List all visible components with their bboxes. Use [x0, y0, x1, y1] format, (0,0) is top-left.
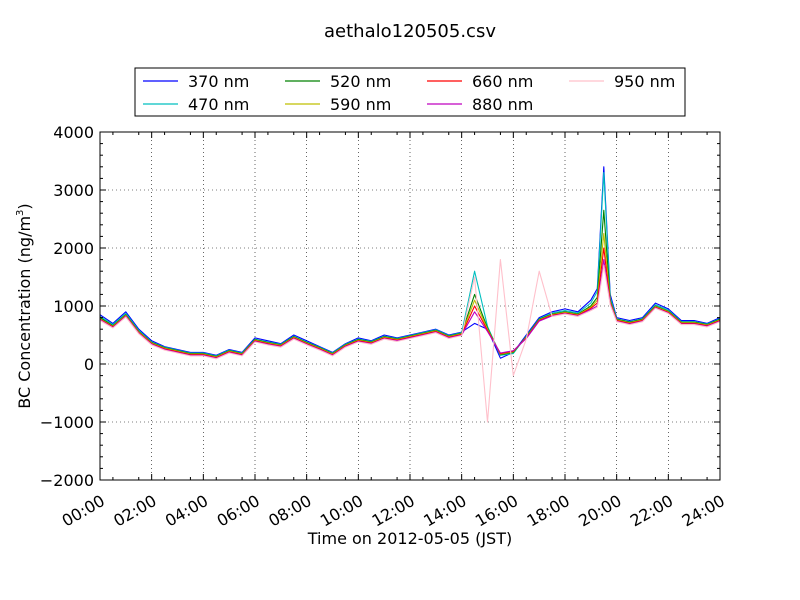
- legend-label: 520 nm: [330, 72, 391, 91]
- y-tick-label: 2000: [53, 239, 94, 258]
- legend-label: 470 nm: [188, 95, 249, 114]
- y-tick-label: 4000: [53, 123, 94, 142]
- y-axis-label: BC Concentration (ng/m3): [15, 203, 34, 408]
- legend-label: 880 nm: [472, 95, 533, 114]
- legend-label: 590 nm: [330, 95, 391, 114]
- y-tick-label: 1000: [53, 297, 94, 316]
- x-axis-label: Time on 2012-05-05 (JST): [307, 529, 512, 548]
- y-tick-label: −2000: [40, 471, 94, 490]
- y-axis-label-main: BC Concentration (ng/m: [15, 216, 34, 409]
- y-tick-label: 3000: [53, 181, 94, 200]
- legend-label: 950 nm: [614, 72, 675, 91]
- y-tick-label: −1000: [40, 413, 94, 432]
- y-axis-label-close: ): [15, 203, 34, 209]
- legend: 370 nm 470 nm 520 nm 590 nm 660 nm 880 nm 950 …: [143, 72, 675, 114]
- legend-box: [134, 67, 686, 117]
- y-axis-label-superscript: 3: [15, 210, 26, 216]
- y-tick-label: 0: [84, 355, 94, 374]
- legend-label: 660 nm: [472, 72, 533, 91]
- chart-title: aethalo120505.csv: [324, 21, 496, 42]
- legend-label: 370 nm: [188, 72, 249, 91]
- series-line-6: [99, 259, 721, 423]
- series-lines: [99, 166, 721, 423]
